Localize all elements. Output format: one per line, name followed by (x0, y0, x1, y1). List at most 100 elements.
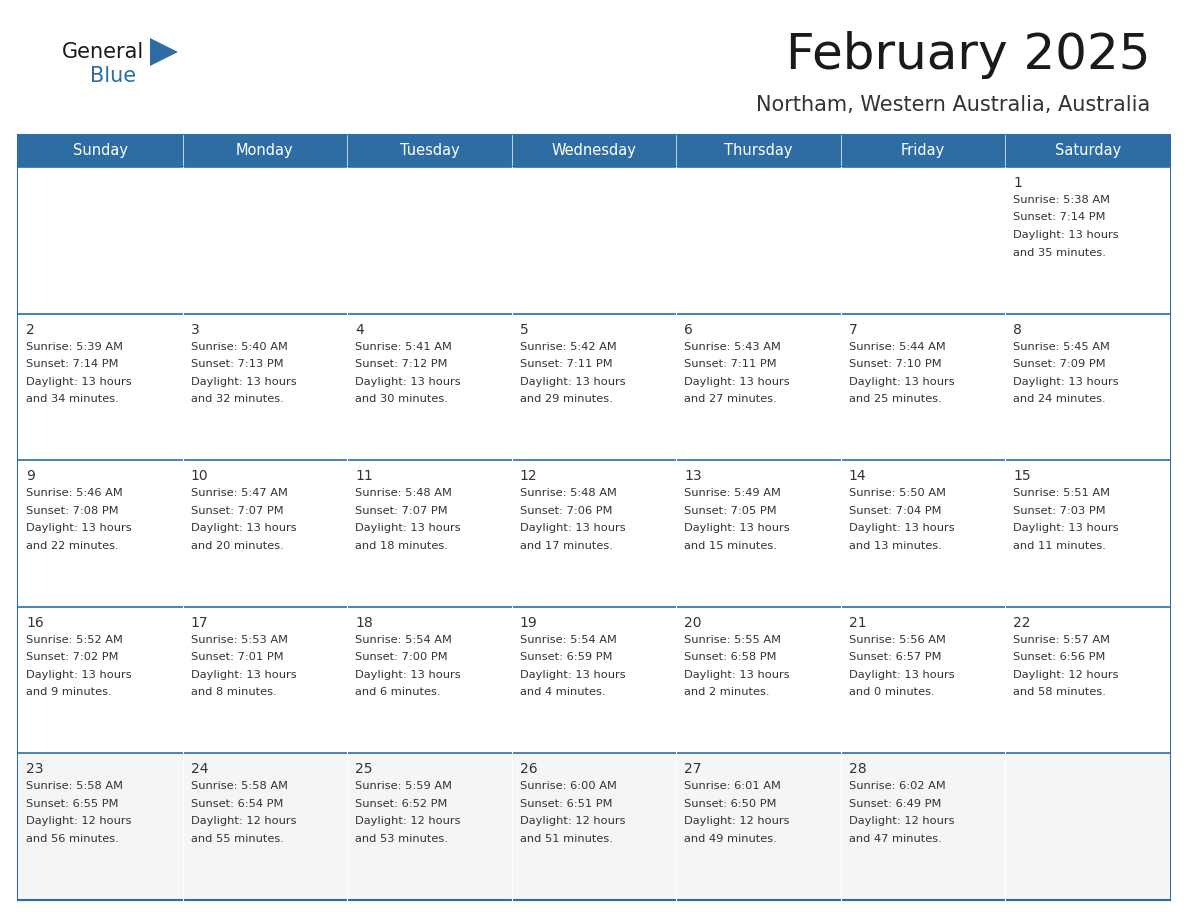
Text: Sunset: 7:05 PM: Sunset: 7:05 PM (684, 506, 777, 516)
Bar (183, 460, 347, 607)
Text: Sunrise: 5:59 AM: Sunrise: 5:59 AM (355, 781, 453, 791)
Text: and 17 minutes.: and 17 minutes. (519, 541, 613, 551)
Text: 9: 9 (26, 469, 34, 483)
Text: and 30 minutes.: and 30 minutes. (355, 394, 448, 404)
Bar (1005, 167, 1170, 314)
Text: Sunset: 6:55 PM: Sunset: 6:55 PM (26, 799, 119, 809)
Bar (512, 167, 676, 314)
Text: Sunrise: 5:57 AM: Sunrise: 5:57 AM (1013, 635, 1111, 644)
Text: Sunrise: 5:45 AM: Sunrise: 5:45 AM (1013, 341, 1111, 352)
Text: Sunset: 6:59 PM: Sunset: 6:59 PM (519, 653, 612, 662)
Text: Sunset: 7:13 PM: Sunset: 7:13 PM (190, 359, 283, 369)
Text: and 51 minutes.: and 51 minutes. (519, 834, 613, 844)
Bar (18, 167, 183, 314)
Text: Saturday: Saturday (1055, 143, 1120, 159)
Bar (18, 607, 183, 754)
Text: 2: 2 (26, 322, 34, 337)
Text: Daylight: 13 hours: Daylight: 13 hours (1013, 523, 1119, 533)
Text: 10: 10 (190, 469, 208, 483)
Text: and 22 minutes.: and 22 minutes. (26, 541, 119, 551)
Text: General: General (62, 42, 144, 62)
Text: Sunrise: 5:58 AM: Sunrise: 5:58 AM (190, 781, 287, 791)
Text: Sunrise: 5:42 AM: Sunrise: 5:42 AM (519, 341, 617, 352)
Text: 5: 5 (519, 322, 529, 337)
Bar (183, 167, 347, 314)
Text: Daylight: 13 hours: Daylight: 13 hours (190, 523, 296, 533)
Text: 14: 14 (849, 469, 866, 483)
Text: Sunset: 6:50 PM: Sunset: 6:50 PM (684, 799, 777, 809)
Bar (347, 314, 512, 460)
Bar (676, 607, 841, 754)
Bar (841, 460, 1005, 607)
Text: and 24 minutes.: and 24 minutes. (1013, 394, 1106, 404)
Text: 7: 7 (849, 322, 858, 337)
Text: Daylight: 12 hours: Daylight: 12 hours (684, 816, 790, 826)
Text: 27: 27 (684, 763, 702, 777)
Text: and 9 minutes.: and 9 minutes. (26, 688, 112, 698)
Bar (18, 135, 1170, 167)
Bar (512, 314, 676, 460)
Text: Daylight: 12 hours: Daylight: 12 hours (519, 816, 625, 826)
Text: Sunset: 7:12 PM: Sunset: 7:12 PM (355, 359, 448, 369)
Text: and 34 minutes.: and 34 minutes. (26, 394, 119, 404)
Bar (841, 314, 1005, 460)
Text: Daylight: 13 hours: Daylight: 13 hours (1013, 376, 1119, 386)
Text: and 0 minutes.: and 0 minutes. (849, 688, 935, 698)
Text: Sunrise: 5:47 AM: Sunrise: 5:47 AM (190, 488, 287, 498)
Text: Sunrise: 5:55 AM: Sunrise: 5:55 AM (684, 635, 782, 644)
Bar (676, 314, 841, 460)
Text: Sunrise: 5:54 AM: Sunrise: 5:54 AM (355, 635, 451, 644)
Text: Sunset: 7:06 PM: Sunset: 7:06 PM (519, 506, 612, 516)
Text: Sunset: 6:57 PM: Sunset: 6:57 PM (849, 653, 941, 662)
Text: Daylight: 12 hours: Daylight: 12 hours (190, 816, 296, 826)
Text: Daylight: 13 hours: Daylight: 13 hours (684, 670, 790, 680)
Text: and 29 minutes.: and 29 minutes. (519, 394, 613, 404)
Text: Sunrise: 5:43 AM: Sunrise: 5:43 AM (684, 341, 782, 352)
Text: Sunset: 7:11 PM: Sunset: 7:11 PM (684, 359, 777, 369)
Text: Daylight: 13 hours: Daylight: 13 hours (26, 376, 132, 386)
Bar (676, 460, 841, 607)
Bar (676, 167, 841, 314)
Text: Daylight: 12 hours: Daylight: 12 hours (1013, 670, 1119, 680)
Text: Daylight: 13 hours: Daylight: 13 hours (519, 376, 625, 386)
Text: 12: 12 (519, 469, 537, 483)
Text: Sunrise: 6:01 AM: Sunrise: 6:01 AM (684, 781, 782, 791)
Bar (1005, 314, 1170, 460)
Text: Thursday: Thursday (725, 143, 792, 159)
Text: and 55 minutes.: and 55 minutes. (190, 834, 284, 844)
Bar (1005, 460, 1170, 607)
Bar (183, 314, 347, 460)
Text: 6: 6 (684, 322, 693, 337)
Text: Sunset: 7:02 PM: Sunset: 7:02 PM (26, 653, 119, 662)
Text: Sunrise: 5:52 AM: Sunrise: 5:52 AM (26, 635, 122, 644)
Text: 15: 15 (1013, 469, 1031, 483)
Text: 17: 17 (190, 616, 208, 630)
Bar (841, 754, 1005, 900)
Text: Sunset: 6:49 PM: Sunset: 6:49 PM (849, 799, 941, 809)
Text: 3: 3 (190, 322, 200, 337)
Bar (183, 754, 347, 900)
Text: Daylight: 13 hours: Daylight: 13 hours (1013, 230, 1119, 240)
Text: Sunset: 7:07 PM: Sunset: 7:07 PM (355, 506, 448, 516)
Text: 20: 20 (684, 616, 702, 630)
Bar (676, 754, 841, 900)
Bar (347, 607, 512, 754)
Text: Daylight: 13 hours: Daylight: 13 hours (26, 523, 132, 533)
Text: and 47 minutes.: and 47 minutes. (849, 834, 942, 844)
Text: 18: 18 (355, 616, 373, 630)
Bar (18, 314, 183, 460)
Text: and 53 minutes.: and 53 minutes. (355, 834, 448, 844)
Text: Sunset: 6:54 PM: Sunset: 6:54 PM (190, 799, 283, 809)
Text: Daylight: 12 hours: Daylight: 12 hours (849, 816, 954, 826)
Bar (347, 754, 512, 900)
Text: Sunrise: 5:48 AM: Sunrise: 5:48 AM (519, 488, 617, 498)
Bar (18, 460, 183, 607)
Text: 1: 1 (1013, 176, 1023, 190)
Text: Wednesday: Wednesday (551, 143, 637, 159)
Text: Daylight: 13 hours: Daylight: 13 hours (849, 376, 954, 386)
Text: Sunset: 7:11 PM: Sunset: 7:11 PM (519, 359, 612, 369)
Text: Northam, Western Australia, Australia: Northam, Western Australia, Australia (756, 95, 1150, 115)
Text: Daylight: 13 hours: Daylight: 13 hours (849, 523, 954, 533)
Bar (18, 135, 1170, 900)
Text: and 49 minutes.: and 49 minutes. (684, 834, 777, 844)
